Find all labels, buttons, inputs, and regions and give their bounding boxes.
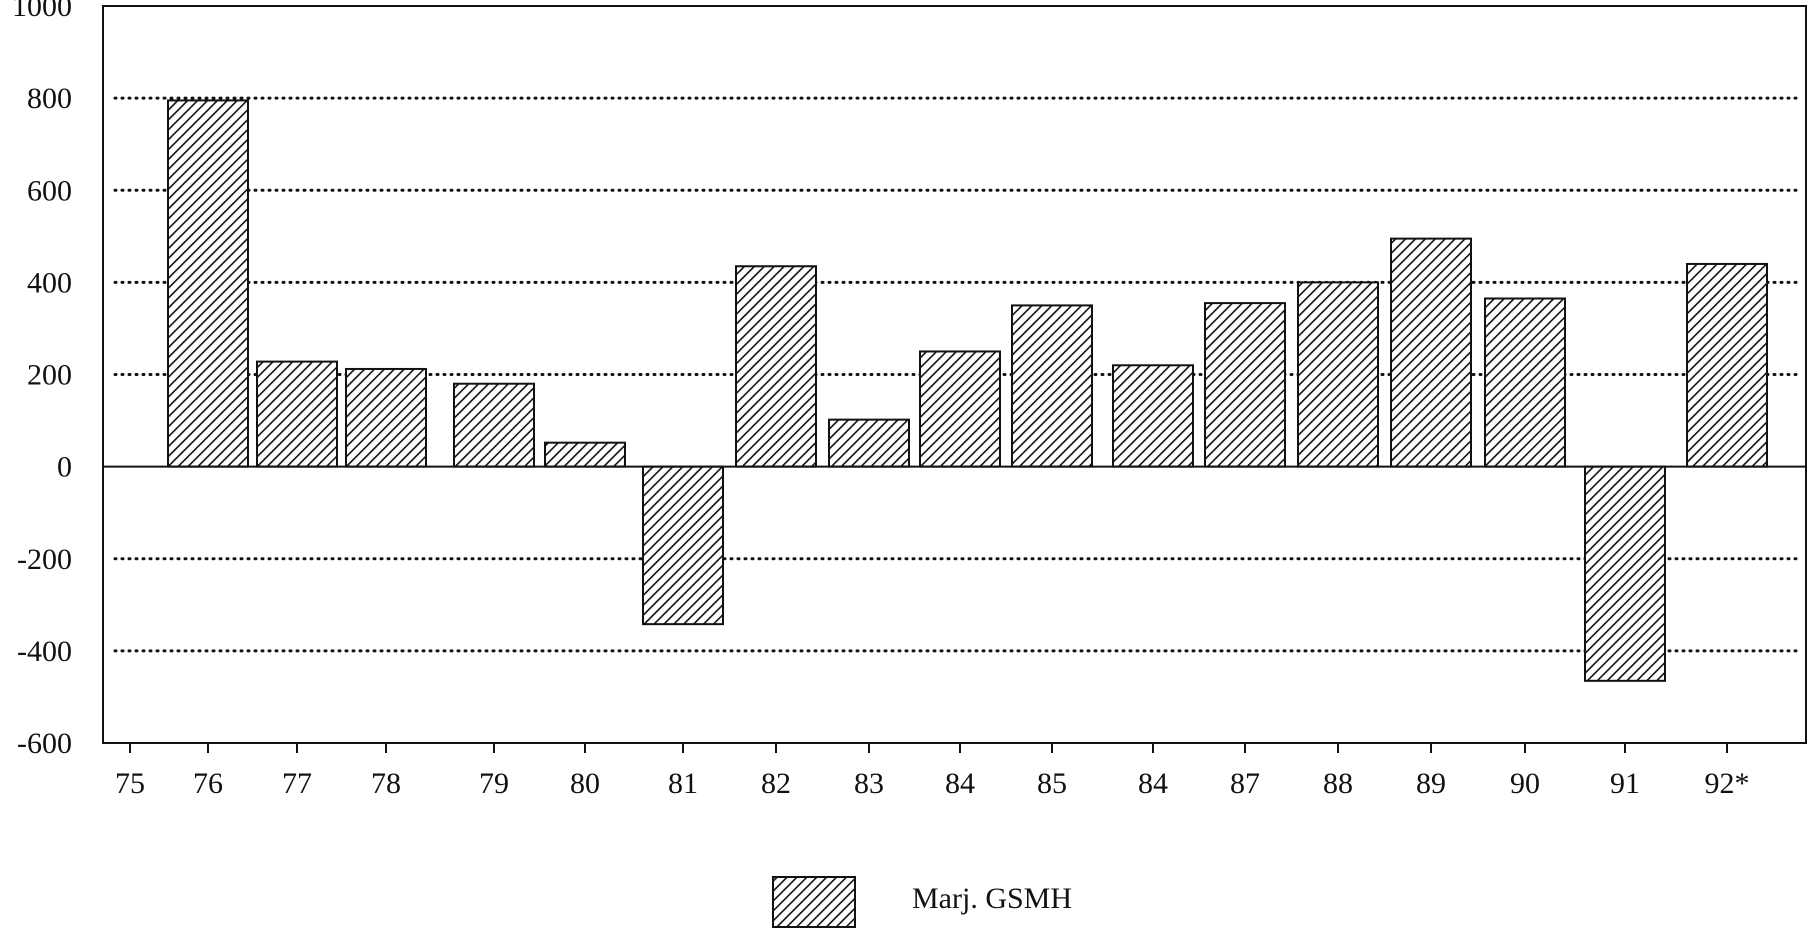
y-tick-label-8: -600 (17, 727, 72, 760)
y-tick-label-4: 200 (27, 359, 72, 392)
bar-4 (544, 441, 626, 468)
x-tick-label-3: 78 (371, 767, 401, 800)
axes (102, 5, 1807, 753)
x-tick-label-10: 85 (1037, 767, 1067, 800)
y-tick-label-7: -400 (17, 635, 72, 668)
bar-1 (256, 360, 338, 468)
y-tick-label-1: 800 (27, 82, 72, 115)
bar-0 (167, 99, 249, 468)
x-tick-label-9: 84 (945, 767, 975, 800)
legend-swatch (772, 876, 856, 928)
y-tick-label-5: 0 (57, 451, 72, 484)
x-tick-label-15: 90 (1510, 767, 1540, 800)
x-tick-label-12: 87 (1230, 767, 1260, 800)
bars (167, 99, 1768, 682)
bar-13 (1390, 237, 1472, 468)
x-tick-label-0: 75 (115, 767, 145, 800)
x-tick-label-6: 81 (668, 767, 698, 800)
bar-2 (345, 367, 427, 468)
bar-3 (453, 382, 535, 468)
bar-14 (1484, 297, 1566, 468)
bar-7 (828, 418, 910, 468)
y-tick-label-6: -200 (17, 543, 72, 576)
x-tick-label-17: 92* (1705, 767, 1750, 800)
x-tick-label-16: 91 (1610, 767, 1640, 800)
x-tick-label-14: 89 (1416, 767, 1446, 800)
y-tick-label-2: 600 (27, 174, 72, 207)
x-tick-label-4: 79 (479, 767, 509, 800)
bar-15 (1584, 465, 1666, 682)
legend-label: Marj. GSMH (912, 882, 1072, 915)
x-tick-label-2: 77 (282, 767, 312, 800)
x-tick-labels: 75 76 77 78 79 80 81 82 83 84 85 84 87 88 89 90 91 92* (115, 767, 1750, 800)
bar-6 (735, 265, 817, 468)
x-tick-label-1: 76 (193, 767, 223, 800)
x-tick-label-11: 84 (1138, 767, 1168, 800)
plot-frame (102, 5, 1807, 744)
x-tick-label-13: 88 (1323, 767, 1353, 800)
x-tick-label-8: 83 (854, 767, 884, 800)
bar-12 (1297, 281, 1379, 468)
bar-9 (1011, 304, 1093, 468)
bar-10 (1112, 364, 1194, 468)
y-tick-label-3: 400 (27, 266, 72, 299)
x-tick-label-7: 82 (761, 767, 791, 800)
bar-11 (1204, 302, 1286, 468)
y-tick-labels: 1000 800 600 400 200 0 -200 -400 -600 (12, 0, 72, 760)
legend: Marj. GSMH (772, 876, 1072, 928)
bar-8 (919, 350, 1001, 468)
y-tick-label-0: 1000 (12, 0, 72, 23)
bar-16 (1686, 262, 1768, 468)
bar-5 (642, 465, 724, 626)
x-tick-label-5: 80 (570, 767, 600, 800)
